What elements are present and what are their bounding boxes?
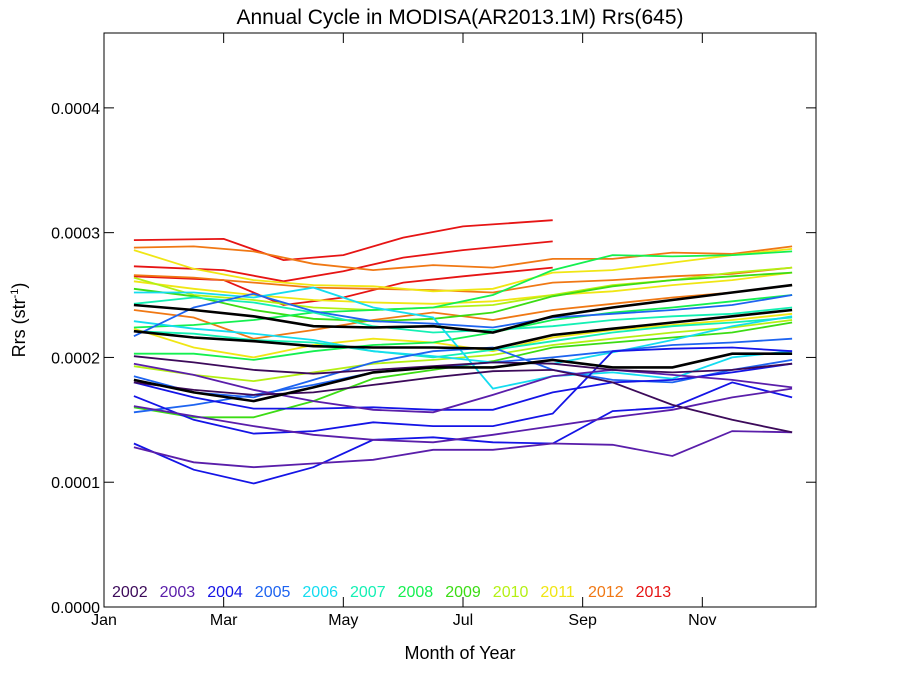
x-axis-label: Month of Year bbox=[404, 643, 515, 663]
y-tick-label-2: 0.0002 bbox=[51, 350, 100, 367]
x-tick-label-5: Nov bbox=[688, 612, 716, 629]
legend-item-2002: 2002 bbox=[112, 584, 148, 601]
series-line-0 bbox=[133, 219, 553, 262]
y-axis: 0.0000 0.0001 0.0002 0.0003 0.0004 bbox=[51, 101, 816, 617]
y-tick-label-4: 0.0004 bbox=[51, 101, 100, 118]
series-line-3 bbox=[133, 245, 793, 272]
mean-series-line-31 bbox=[133, 308, 793, 351]
series-line-27 bbox=[133, 362, 793, 414]
mean-series-line-30 bbox=[133, 283, 793, 334]
legend-item-2012: 2012 bbox=[588, 584, 624, 601]
series-line-18 bbox=[133, 315, 793, 365]
series-line-22 bbox=[133, 381, 793, 485]
series-line-26 bbox=[133, 387, 793, 444]
x-tick-label-1: Mar bbox=[210, 612, 238, 629]
y-tick-label-1: 0.0001 bbox=[51, 475, 100, 492]
series-layer bbox=[133, 219, 793, 485]
y-axis-label-main: Rrs (str bbox=[9, 298, 29, 357]
series-line-14 bbox=[133, 294, 793, 361]
x-tick-label-0: Jan bbox=[91, 612, 117, 629]
series-line-11 bbox=[133, 271, 793, 323]
series-line-19 bbox=[133, 292, 793, 338]
x-tick-label-2: May bbox=[328, 612, 358, 629]
y-tick-label-3: 0.0003 bbox=[51, 226, 100, 243]
x-tick-label-3: Jul bbox=[453, 612, 473, 629]
legend: 2002 2003 2004 2005 2006 2007 2008 2009 2010 2011… bbox=[112, 584, 671, 601]
legend-item-2009: 2009 bbox=[445, 584, 481, 601]
series-line-7 bbox=[133, 271, 793, 305]
x-axis: Jan Mar May Jul Sep Nov bbox=[91, 33, 717, 629]
y-axis-label-superscript: -1 bbox=[9, 289, 21, 299]
x-tick-label-4: Sep bbox=[568, 612, 597, 629]
series-line-4 bbox=[133, 266, 793, 294]
legend-item-2003: 2003 bbox=[160, 584, 196, 601]
series-line-9 bbox=[133, 266, 793, 311]
legend-item-2004: 2004 bbox=[207, 584, 243, 601]
series-line-24 bbox=[133, 362, 793, 411]
series-line-6 bbox=[133, 248, 793, 293]
plot-frame bbox=[103, 32, 817, 608]
legend-item-2007: 2007 bbox=[350, 584, 386, 601]
legend-item-2008: 2008 bbox=[398, 584, 434, 601]
series-line-15 bbox=[133, 296, 793, 334]
mean-series-line-32 bbox=[133, 352, 793, 403]
y-axis-label-end: ) bbox=[9, 283, 29, 289]
y-tick-label-0: 0.0000 bbox=[51, 600, 100, 617]
series-line-29 bbox=[133, 368, 793, 434]
series-line-1 bbox=[133, 240, 553, 283]
series-line-10 bbox=[133, 319, 793, 383]
legend-item-2006: 2006 bbox=[302, 584, 338, 601]
chart-title: Annual Cycle in MODISA(AR2013.1M) Rrs(64… bbox=[237, 6, 684, 29]
series-line-13 bbox=[133, 250, 793, 329]
series-line-28 bbox=[133, 355, 793, 375]
series-line-25 bbox=[133, 430, 793, 469]
legend-item-2005: 2005 bbox=[255, 584, 291, 601]
series-line-23 bbox=[133, 346, 793, 435]
legend-item-2010: 2010 bbox=[493, 584, 529, 601]
series-line-20 bbox=[133, 346, 793, 399]
legend-item-2011: 2011 bbox=[540, 584, 575, 601]
y-axis-label: Rrs (str-1) bbox=[9, 283, 29, 358]
legend-item-2013: 2013 bbox=[636, 584, 672, 601]
